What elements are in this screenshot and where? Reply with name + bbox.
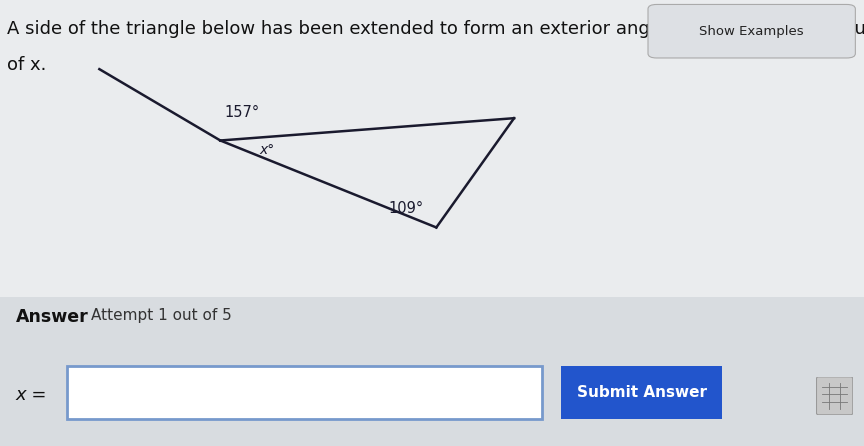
FancyBboxPatch shape bbox=[0, 297, 864, 446]
Text: of x.: of x. bbox=[7, 56, 47, 74]
FancyBboxPatch shape bbox=[816, 377, 853, 415]
FancyBboxPatch shape bbox=[648, 4, 855, 58]
Text: Answer: Answer bbox=[16, 308, 88, 326]
Text: x°: x° bbox=[259, 143, 275, 157]
Text: Submit Answer: Submit Answer bbox=[576, 385, 707, 400]
Text: x =: x = bbox=[16, 386, 47, 404]
Text: Show Examples: Show Examples bbox=[699, 25, 804, 38]
Text: 109°: 109° bbox=[389, 201, 424, 216]
FancyBboxPatch shape bbox=[67, 366, 542, 418]
Text: 157°: 157° bbox=[225, 105, 260, 120]
Text: Attempt 1 out of 5: Attempt 1 out of 5 bbox=[91, 308, 232, 323]
FancyBboxPatch shape bbox=[561, 366, 722, 418]
Text: A side of the triangle below has been extended to form an exterior angle of 157°: A side of the triangle below has been ex… bbox=[7, 20, 864, 38]
